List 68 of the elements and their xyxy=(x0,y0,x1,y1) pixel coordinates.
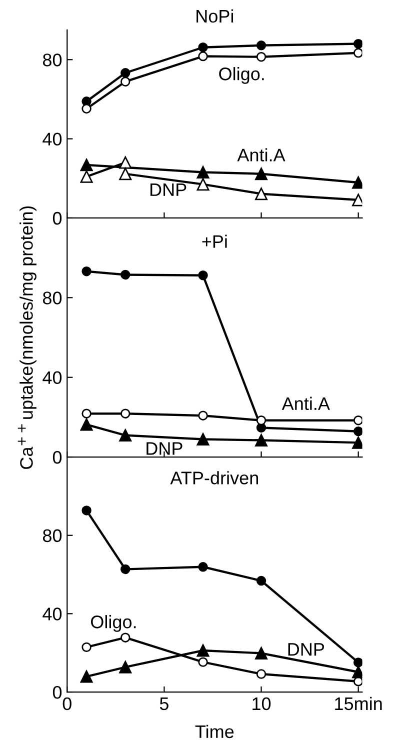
point xyxy=(353,426,362,436)
point xyxy=(256,416,266,426)
point xyxy=(120,564,130,574)
point xyxy=(80,670,93,683)
y-axis-title: Ca$^{++}$uptake(nmoles/mg protein) xyxy=(18,206,36,469)
point xyxy=(119,168,132,180)
point xyxy=(198,270,208,280)
point xyxy=(353,48,362,58)
point xyxy=(80,418,93,431)
point xyxy=(82,506,92,516)
point xyxy=(256,52,266,62)
y-tick-label: 80 xyxy=(42,292,62,304)
y-tick-label: 0 xyxy=(52,686,62,699)
point xyxy=(120,632,130,642)
point xyxy=(255,188,268,200)
series-label: Anti.A xyxy=(282,396,330,410)
y-tick-label: 40 xyxy=(42,608,62,620)
point xyxy=(256,576,266,586)
point xyxy=(120,68,130,78)
point xyxy=(82,266,92,276)
point xyxy=(255,434,268,447)
point xyxy=(119,156,132,169)
point xyxy=(353,38,362,49)
point xyxy=(196,433,210,446)
x-tick-label: 5 xyxy=(160,698,168,710)
point xyxy=(80,158,93,172)
point xyxy=(82,104,92,114)
point xyxy=(256,669,266,679)
x-tick-label: 10 xyxy=(252,697,271,710)
y-tick-label: 80 xyxy=(42,54,62,66)
point xyxy=(119,429,132,442)
point xyxy=(119,660,132,674)
point xyxy=(80,170,93,183)
point xyxy=(120,408,130,418)
point xyxy=(255,646,268,660)
y-tick-label: 40 xyxy=(42,371,62,384)
y-tick-label: 40 xyxy=(42,132,62,146)
series-label: DNP xyxy=(146,442,182,455)
point xyxy=(198,657,208,667)
y-tick-label: 0 xyxy=(52,212,62,225)
x-tick-label: 15min xyxy=(335,696,382,710)
chart-title: NoPi xyxy=(196,9,234,23)
point xyxy=(353,658,362,668)
y-tick-label: 0 xyxy=(52,450,62,464)
point xyxy=(353,416,362,426)
text: ATP-driven xyxy=(170,471,258,484)
x-axis-title: Time xyxy=(195,724,234,738)
point xyxy=(82,642,92,652)
x-tick-label: 0 xyxy=(62,697,72,710)
point xyxy=(196,644,210,657)
series-label: Anti.A xyxy=(237,148,286,162)
text: +Pi xyxy=(202,234,227,248)
point xyxy=(255,168,268,180)
point xyxy=(198,562,208,572)
point xyxy=(82,408,92,418)
point xyxy=(198,410,208,420)
point xyxy=(120,76,130,86)
series-label: Oligo. xyxy=(219,67,264,84)
series-label: DNP xyxy=(288,643,324,656)
point xyxy=(256,40,266,50)
y-tick-label: 80 xyxy=(42,529,62,542)
point xyxy=(196,178,210,191)
point xyxy=(120,270,130,280)
point xyxy=(198,51,208,62)
point xyxy=(198,42,208,52)
point xyxy=(196,166,210,179)
series-label: DNP xyxy=(150,184,186,196)
series-label: Oligo. xyxy=(90,615,136,632)
